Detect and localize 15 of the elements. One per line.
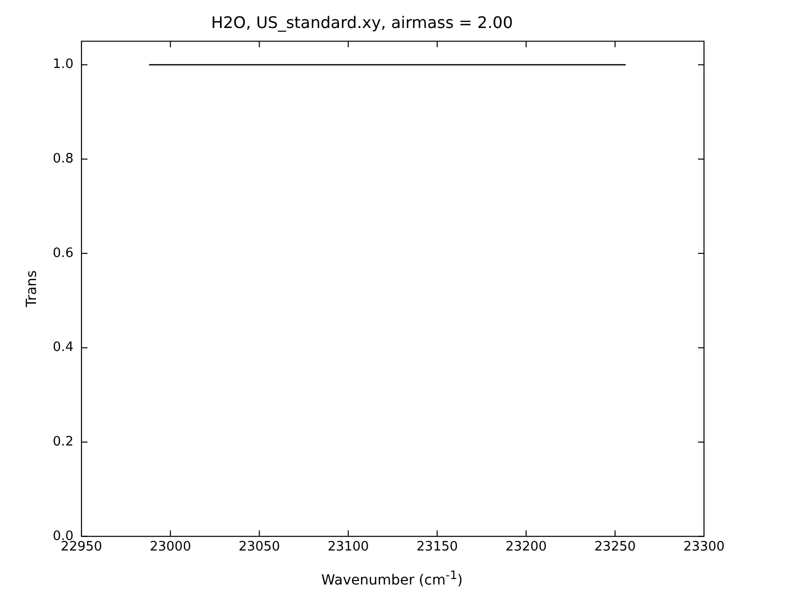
x-tick-label: 23250	[594, 540, 636, 555]
y-tick-label: 0.4	[52, 340, 74, 356]
x-tick-label: 23000	[150, 540, 192, 555]
y-tick-label: 1.0	[52, 57, 74, 72]
y-tick-label: 0.6	[52, 246, 74, 261]
x-axis-title: Wavenumber (cm$^{-1}$)	[320, 568, 464, 589]
x-tick-label: 23300	[683, 540, 725, 555]
x-tick-label: 23200	[505, 540, 547, 555]
y-tick-label: 0.8	[52, 151, 74, 166]
y-axis-title: Trans	[24, 270, 40, 308]
y-tick-label: 0.2	[52, 434, 74, 450]
x-tick-label: 23100	[328, 540, 369, 555]
x-tick-label: 23050	[238, 540, 280, 555]
x-tick-label: 23150	[416, 540, 458, 555]
chart-title: H2O, US_standard.xy, airmass = 2.00	[211, 12, 513, 32]
